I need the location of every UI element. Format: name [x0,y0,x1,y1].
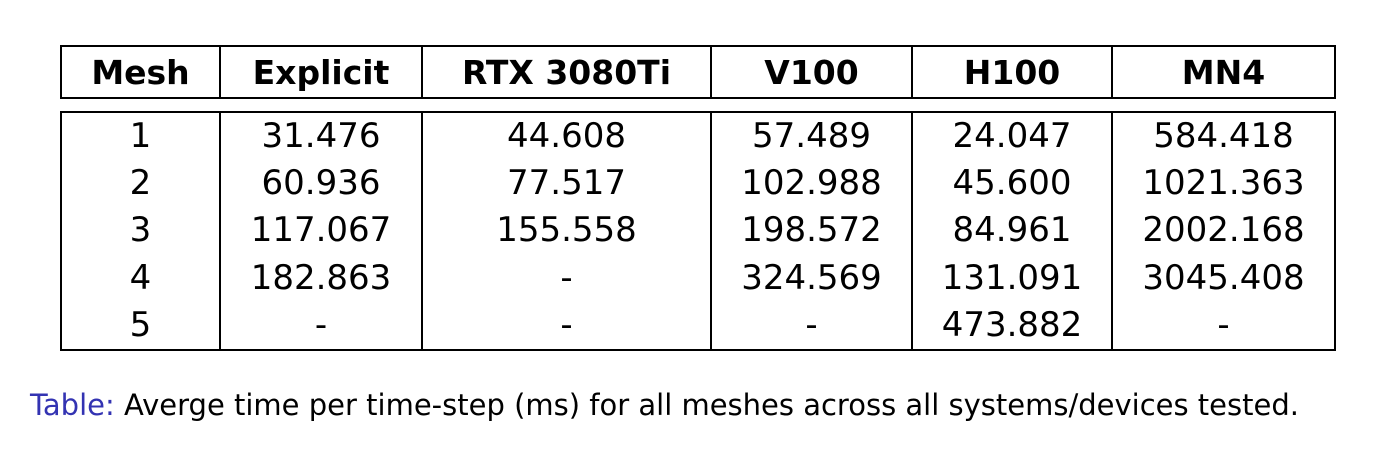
cell-explicit: 117.067 [219,207,423,255]
table-caption: Table: Averge time per time-step (ms) fo… [30,388,1299,422]
table-body: 1 31.476 44.608 57.489 24.047 584.418 2 … [60,111,1336,351]
cell-v100: 324.569 [710,254,913,302]
cell-h100: 84.961 [911,207,1113,255]
cell-explicit: 60.936 [219,160,423,208]
cell-mesh: 4 [60,254,221,302]
header-mn4: MN4 [1111,46,1336,98]
header-rtx-3080ti: RTX 3080Ti [421,46,712,98]
cell-rtx-3080ti: 155.558 [421,207,712,255]
cell-mn4: 584.418 [1111,112,1336,161]
cell-v100: - [710,301,913,350]
cell-mn4: - [1111,301,1336,350]
cell-rtx-3080ti: - [421,254,712,302]
cell-mn4: 1021.363 [1111,160,1336,208]
table-row: 2 60.936 77.517 102.988 45.600 1021.363 [60,160,1336,208]
caption-text: Averge time per time-step (ms) for all m… [123,388,1299,422]
cell-rtx-3080ti: - [421,301,712,350]
cell-rtx-3080ti: 77.517 [421,160,712,208]
cell-mesh: 5 [60,301,221,350]
caption-label: Table: [30,388,115,422]
cell-mn4: 2002.168 [1111,207,1336,255]
cell-v100: 102.988 [710,160,913,208]
cell-explicit: 182.863 [219,254,423,302]
cell-mesh: 2 [60,160,221,208]
table-row: 1 31.476 44.608 57.489 24.047 584.418 [60,112,1336,161]
header-v100: V100 [710,46,913,98]
table-row: 3 117.067 155.558 198.572 84.961 2002.16… [60,207,1336,255]
cell-mesh: 1 [60,112,221,161]
cell-mn4: 3045.408 [1111,254,1336,302]
header-explicit: Explicit [219,46,423,98]
cell-mesh: 3 [60,207,221,255]
table-row: 4 182.863 - 324.569 131.091 3045.408 [60,254,1336,302]
cell-explicit: 31.476 [219,112,423,161]
table-row: 5 - - - 473.882 - [60,301,1336,350]
cell-rtx-3080ti: 44.608 [421,112,712,161]
header-mesh: Mesh [60,46,221,98]
header-row: Mesh Explicit RTX 3080Ti V100 H100 MN4 [60,46,1336,98]
cell-h100: 45.600 [911,160,1113,208]
cell-v100: 57.489 [710,112,913,161]
cell-h100: 473.882 [911,301,1113,350]
cell-h100: 24.047 [911,112,1113,161]
header-h100: H100 [911,46,1113,98]
table-header: Mesh Explicit RTX 3080Ti V100 H100 MN4 [60,45,1336,99]
cell-explicit: - [219,301,423,350]
cell-h100: 131.091 [911,254,1113,302]
cell-v100: 198.572 [710,207,913,255]
